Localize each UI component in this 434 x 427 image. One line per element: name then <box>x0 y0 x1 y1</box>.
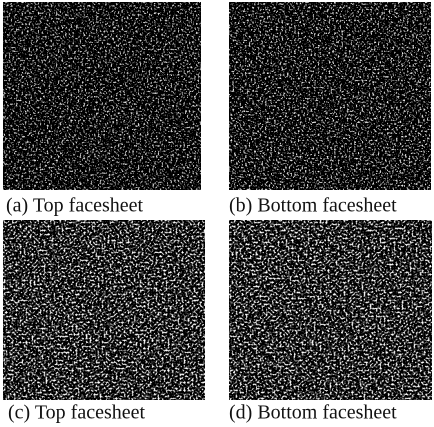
panel-speckle <box>3 2 201 190</box>
panel-caption: (c) Top facesheet <box>8 402 145 424</box>
figure-canvas: (a) Top facesheet (b) Bottom facesheet (… <box>0 0 434 427</box>
panel-speckle <box>229 220 432 400</box>
panel-caption: (b) Bottom facesheet <box>229 195 397 217</box>
figure: (a) Top facesheet (b) Bottom facesheet (… <box>0 0 434 427</box>
panel-speckle <box>229 2 431 190</box>
panel-caption: (a) Top facesheet <box>6 195 143 217</box>
panel-speckle <box>3 220 205 400</box>
panel-caption: (d) Bottom facesheet <box>229 402 397 424</box>
